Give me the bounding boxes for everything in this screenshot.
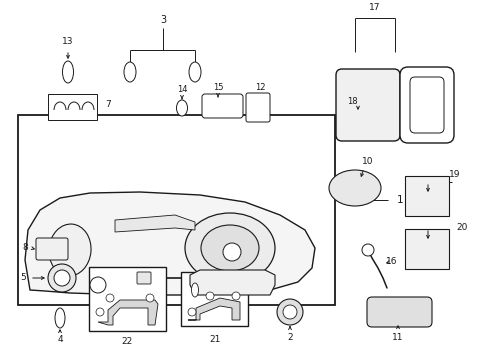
Circle shape — [283, 305, 296, 319]
FancyBboxPatch shape — [404, 176, 448, 216]
Text: 18: 18 — [346, 98, 357, 107]
FancyBboxPatch shape — [409, 77, 443, 133]
Ellipse shape — [55, 308, 65, 328]
FancyBboxPatch shape — [181, 272, 247, 326]
Circle shape — [187, 308, 196, 316]
Text: 9: 9 — [229, 303, 234, 312]
Text: 11: 11 — [391, 333, 403, 342]
Circle shape — [276, 299, 303, 325]
Text: 3: 3 — [160, 15, 166, 25]
FancyBboxPatch shape — [137, 272, 151, 284]
Circle shape — [223, 243, 241, 261]
Ellipse shape — [62, 61, 73, 83]
Ellipse shape — [49, 224, 91, 276]
Circle shape — [106, 294, 114, 302]
Text: 17: 17 — [368, 4, 380, 13]
Text: 20: 20 — [455, 224, 467, 233]
Circle shape — [146, 294, 154, 302]
FancyBboxPatch shape — [399, 67, 453, 143]
Text: 4: 4 — [57, 336, 62, 345]
Ellipse shape — [201, 225, 259, 271]
Text: 19: 19 — [448, 171, 460, 180]
Text: 22: 22 — [121, 338, 132, 346]
Ellipse shape — [176, 100, 187, 116]
Text: 1: 1 — [396, 195, 403, 205]
Circle shape — [361, 244, 373, 256]
Polygon shape — [25, 192, 314, 295]
Polygon shape — [190, 270, 274, 295]
Text: 2: 2 — [286, 333, 292, 342]
Ellipse shape — [184, 213, 274, 283]
Ellipse shape — [124, 62, 136, 82]
FancyBboxPatch shape — [366, 297, 431, 327]
FancyBboxPatch shape — [36, 238, 68, 260]
Circle shape — [205, 292, 214, 300]
Circle shape — [48, 264, 76, 292]
Text: 6: 6 — [113, 280, 119, 289]
Text: 7: 7 — [105, 100, 111, 109]
Circle shape — [231, 292, 240, 300]
FancyBboxPatch shape — [202, 94, 243, 118]
FancyBboxPatch shape — [404, 229, 448, 269]
Circle shape — [96, 308, 104, 316]
FancyBboxPatch shape — [89, 267, 165, 331]
Ellipse shape — [328, 170, 380, 206]
Text: 14: 14 — [176, 85, 187, 94]
Text: 10: 10 — [362, 157, 373, 166]
Polygon shape — [115, 215, 195, 232]
FancyBboxPatch shape — [48, 94, 97, 120]
Ellipse shape — [189, 62, 201, 82]
Circle shape — [90, 277, 106, 293]
FancyBboxPatch shape — [18, 115, 334, 305]
FancyBboxPatch shape — [335, 69, 399, 141]
Ellipse shape — [191, 283, 198, 297]
Text: 16: 16 — [386, 257, 397, 266]
Text: 15: 15 — [212, 84, 223, 93]
FancyBboxPatch shape — [245, 93, 269, 122]
Text: 12: 12 — [254, 84, 264, 93]
Text: 8: 8 — [22, 243, 28, 252]
Polygon shape — [187, 298, 240, 320]
Text: 13: 13 — [62, 37, 74, 46]
Text: 21: 21 — [209, 336, 220, 345]
Circle shape — [54, 270, 70, 286]
Polygon shape — [98, 300, 158, 325]
Text: 5: 5 — [20, 274, 26, 283]
